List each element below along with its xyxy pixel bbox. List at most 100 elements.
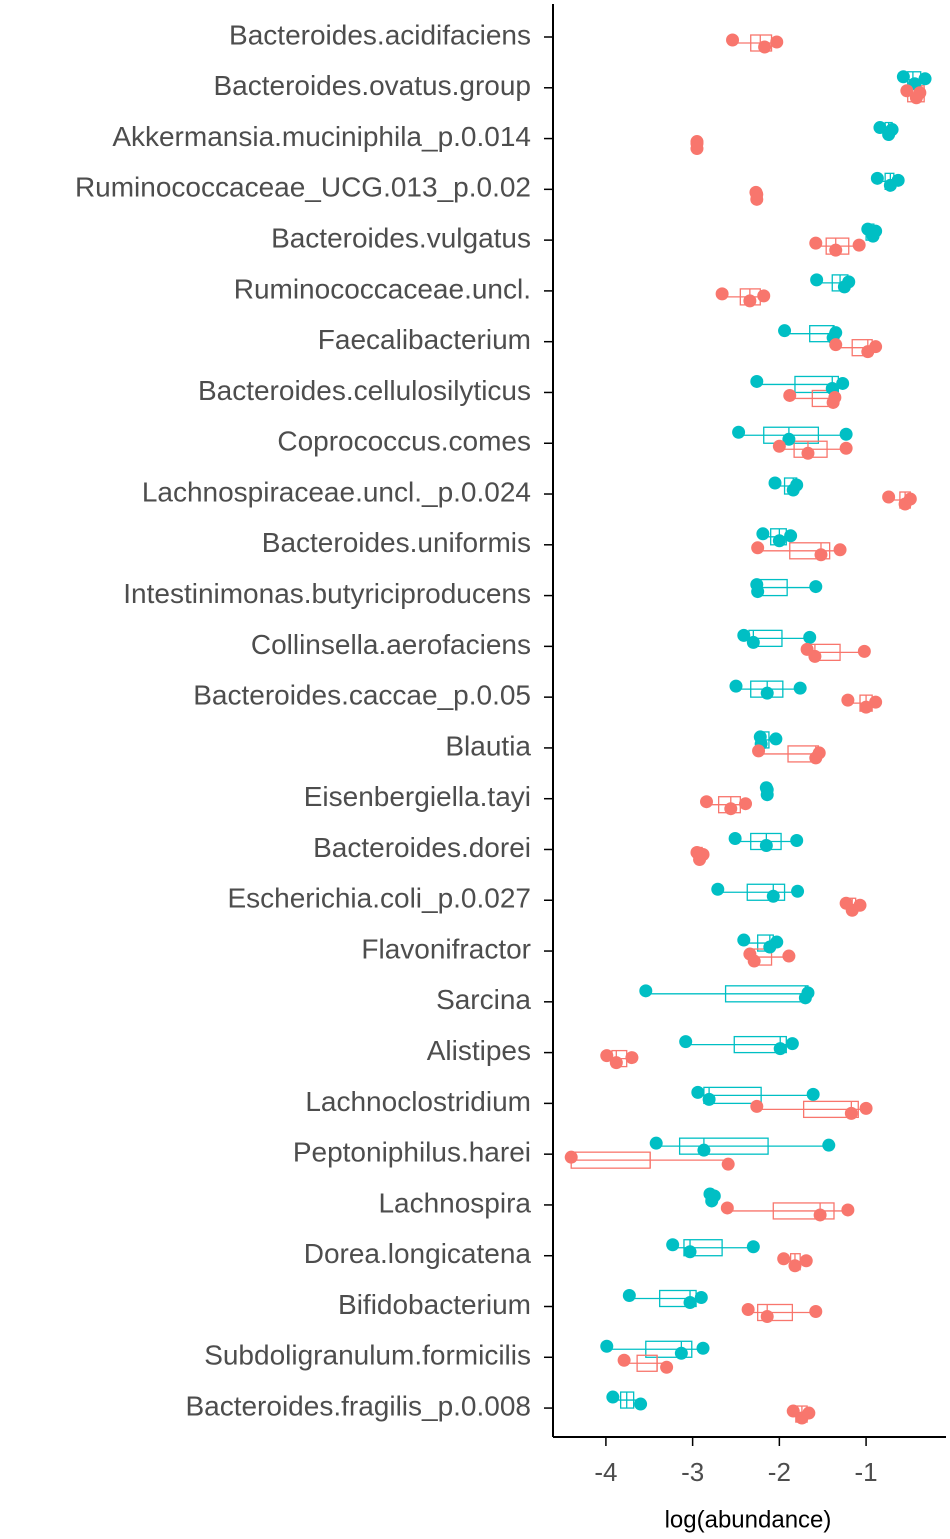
point bbox=[788, 1259, 802, 1273]
point bbox=[739, 797, 753, 811]
point bbox=[741, 1303, 755, 1316]
point bbox=[750, 374, 764, 388]
point bbox=[810, 273, 824, 287]
point bbox=[768, 476, 782, 490]
point bbox=[660, 1360, 674, 1374]
y-tick-label: Alistipes bbox=[427, 1035, 531, 1066]
point bbox=[600, 1339, 614, 1353]
y-tick-label: Bacteroides.caccae_p.0.05 bbox=[193, 680, 531, 711]
y-tick-label: Ruminococcaceae_UCG.013_p.0.02 bbox=[75, 172, 531, 203]
point bbox=[564, 1150, 578, 1164]
point bbox=[728, 831, 742, 845]
y-tick-label: Bifidobacterium bbox=[338, 1289, 531, 1320]
point bbox=[617, 1353, 631, 1367]
box bbox=[746, 883, 786, 901]
y-tick-label: Intestinimonas.butyriciproducens bbox=[123, 578, 531, 609]
point bbox=[809, 236, 823, 250]
point bbox=[746, 635, 760, 649]
y-tick-label: Peptoniphilus.harei bbox=[293, 1137, 531, 1168]
point bbox=[752, 744, 766, 758]
y-tick-label: Coprococcus.comes bbox=[277, 426, 531, 457]
point bbox=[737, 628, 751, 642]
point bbox=[769, 732, 783, 746]
point bbox=[891, 173, 905, 187]
point bbox=[839, 441, 853, 455]
y-tick-label: Subdoligranulum.formicilis bbox=[204, 1340, 531, 1371]
point bbox=[791, 884, 805, 898]
box bbox=[772, 1202, 835, 1220]
box bbox=[683, 1239, 723, 1257]
x-tick-label: -2 bbox=[768, 1457, 791, 1487]
x-tick-label: -4 bbox=[594, 1457, 617, 1487]
point bbox=[786, 1404, 800, 1418]
box bbox=[645, 1340, 693, 1358]
point bbox=[724, 802, 738, 816]
y-tick-label: Bacteroides.fragilis_p.0.008 bbox=[185, 1390, 531, 1421]
point bbox=[869, 340, 883, 354]
point bbox=[869, 695, 883, 709]
point bbox=[750, 187, 764, 201]
point bbox=[683, 1245, 697, 1259]
y-tick-label: Dorea.longicatena bbox=[304, 1238, 532, 1269]
point bbox=[737, 933, 751, 947]
point bbox=[606, 1390, 620, 1404]
point bbox=[903, 492, 917, 506]
point bbox=[900, 84, 914, 98]
box bbox=[757, 1303, 794, 1322]
point bbox=[814, 548, 828, 562]
y-tick-label: Faecalibacterium bbox=[318, 324, 531, 355]
point bbox=[790, 478, 804, 492]
point bbox=[649, 1136, 663, 1150]
point bbox=[750, 1099, 764, 1113]
point bbox=[844, 1106, 858, 1120]
point bbox=[721, 1157, 735, 1171]
point bbox=[782, 432, 796, 446]
point bbox=[751, 585, 765, 599]
point bbox=[882, 490, 896, 504]
point bbox=[759, 838, 773, 852]
point bbox=[790, 833, 804, 847]
y-tick-label: Eisenbergiella.tayi bbox=[304, 781, 531, 812]
point bbox=[711, 882, 725, 896]
point bbox=[885, 123, 899, 137]
point bbox=[859, 1101, 873, 1115]
y-tick-label: Collinsella.aerofaciens bbox=[251, 629, 531, 660]
box bbox=[678, 1137, 769, 1155]
point bbox=[873, 121, 887, 135]
point bbox=[756, 527, 770, 541]
point bbox=[801, 986, 815, 1000]
y-tick-label: Lachnoclostridium bbox=[305, 1086, 531, 1117]
point bbox=[622, 1289, 636, 1302]
box bbox=[703, 1086, 762, 1105]
point bbox=[770, 35, 784, 49]
point bbox=[777, 1252, 791, 1266]
point bbox=[841, 693, 855, 707]
point bbox=[683, 1296, 697, 1309]
y-tick-label: Bacteroides.dorei bbox=[313, 832, 531, 863]
point bbox=[760, 686, 774, 700]
box bbox=[789, 542, 831, 560]
x-axis-label: log(abundance) bbox=[665, 1506, 832, 1533]
point bbox=[783, 388, 797, 402]
point bbox=[702, 1092, 716, 1106]
point bbox=[772, 439, 786, 453]
point bbox=[841, 1203, 855, 1217]
point bbox=[743, 294, 757, 308]
point bbox=[760, 783, 774, 797]
y-tick-label: Sarcina bbox=[436, 984, 531, 1015]
point bbox=[757, 289, 771, 303]
y-tick-label: Blautia bbox=[445, 730, 531, 761]
point bbox=[778, 324, 792, 338]
point bbox=[690, 137, 704, 151]
point bbox=[853, 898, 867, 912]
point bbox=[679, 1035, 693, 1049]
box bbox=[636, 1354, 658, 1372]
point bbox=[726, 33, 740, 47]
y-tick-label: Bacteroides.acidifaciens bbox=[229, 19, 531, 50]
point bbox=[732, 425, 746, 439]
point bbox=[746, 1240, 760, 1254]
point bbox=[808, 649, 822, 663]
point bbox=[829, 243, 843, 257]
y-tick-label: Bacteroides.cellulosilyticus bbox=[198, 375, 531, 406]
point bbox=[729, 679, 743, 693]
